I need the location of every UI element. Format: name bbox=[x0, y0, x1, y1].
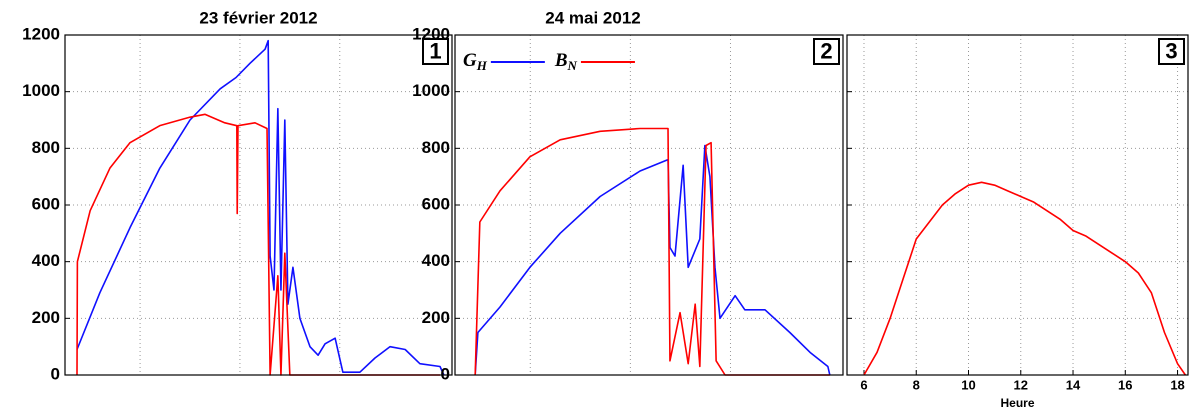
y-tick-label: 400 bbox=[32, 251, 60, 270]
legend-label-main: G bbox=[463, 50, 477, 71]
y-tick-label: 200 bbox=[422, 308, 450, 327]
plot-frame bbox=[64, 34, 453, 376]
panel-number: 2 bbox=[820, 38, 832, 63]
panel-badge bbox=[422, 38, 449, 65]
panel-number: 3 bbox=[1165, 38, 1177, 63]
plot-area bbox=[455, 35, 843, 375]
y-tick-label: 800 bbox=[32, 138, 60, 157]
y-tick-label: 0 bbox=[51, 364, 60, 383]
x-tick-label: 18 bbox=[1170, 377, 1184, 392]
x-tick-label: 12 bbox=[1014, 377, 1028, 392]
legend-label-main: B bbox=[554, 50, 568, 71]
y-tick-label: 600 bbox=[32, 194, 60, 213]
data-line bbox=[474, 144, 831, 376]
y-tick-label: 200 bbox=[32, 308, 60, 327]
y-tick-label: 600 bbox=[422, 194, 450, 213]
data-line bbox=[76, 113, 441, 376]
legend-label: GH bbox=[463, 50, 488, 73]
data-line bbox=[474, 127, 830, 376]
x-axis-label: Heure bbox=[1000, 396, 1034, 410]
x-tick-label: 10 bbox=[961, 377, 975, 392]
y-tick-label: 1000 bbox=[412, 81, 450, 100]
y-tick-label: 0 bbox=[441, 364, 450, 383]
legend-label: BN bbox=[554, 50, 578, 73]
y-tick-label: 800 bbox=[422, 138, 450, 157]
data-line bbox=[76, 39, 445, 376]
legend-label-sub: H bbox=[476, 58, 488, 73]
panel-badge bbox=[1158, 38, 1185, 65]
plot-area bbox=[847, 35, 1188, 375]
chart-title: 24 mai 2012 bbox=[545, 8, 640, 27]
x-tick-label: 14 bbox=[1066, 377, 1081, 392]
panel-badge bbox=[813, 38, 840, 65]
data-line bbox=[863, 181, 1187, 376]
y-tick-label: 1200 bbox=[412, 24, 450, 43]
chart-title: 23 février 2012 bbox=[199, 8, 317, 27]
x-tick-label: 16 bbox=[1118, 377, 1132, 392]
panel-number: 1 bbox=[429, 38, 441, 63]
plot-frame bbox=[454, 34, 844, 376]
plot-frame bbox=[846, 34, 1189, 376]
y-tick-label: 400 bbox=[422, 251, 450, 270]
y-tick-label: 1000 bbox=[22, 81, 60, 100]
x-tick-label: 8 bbox=[913, 377, 920, 392]
legend-label-sub: N bbox=[567, 58, 578, 73]
y-tick-label: 1200 bbox=[22, 24, 60, 43]
x-tick-label: 6 bbox=[860, 377, 867, 392]
